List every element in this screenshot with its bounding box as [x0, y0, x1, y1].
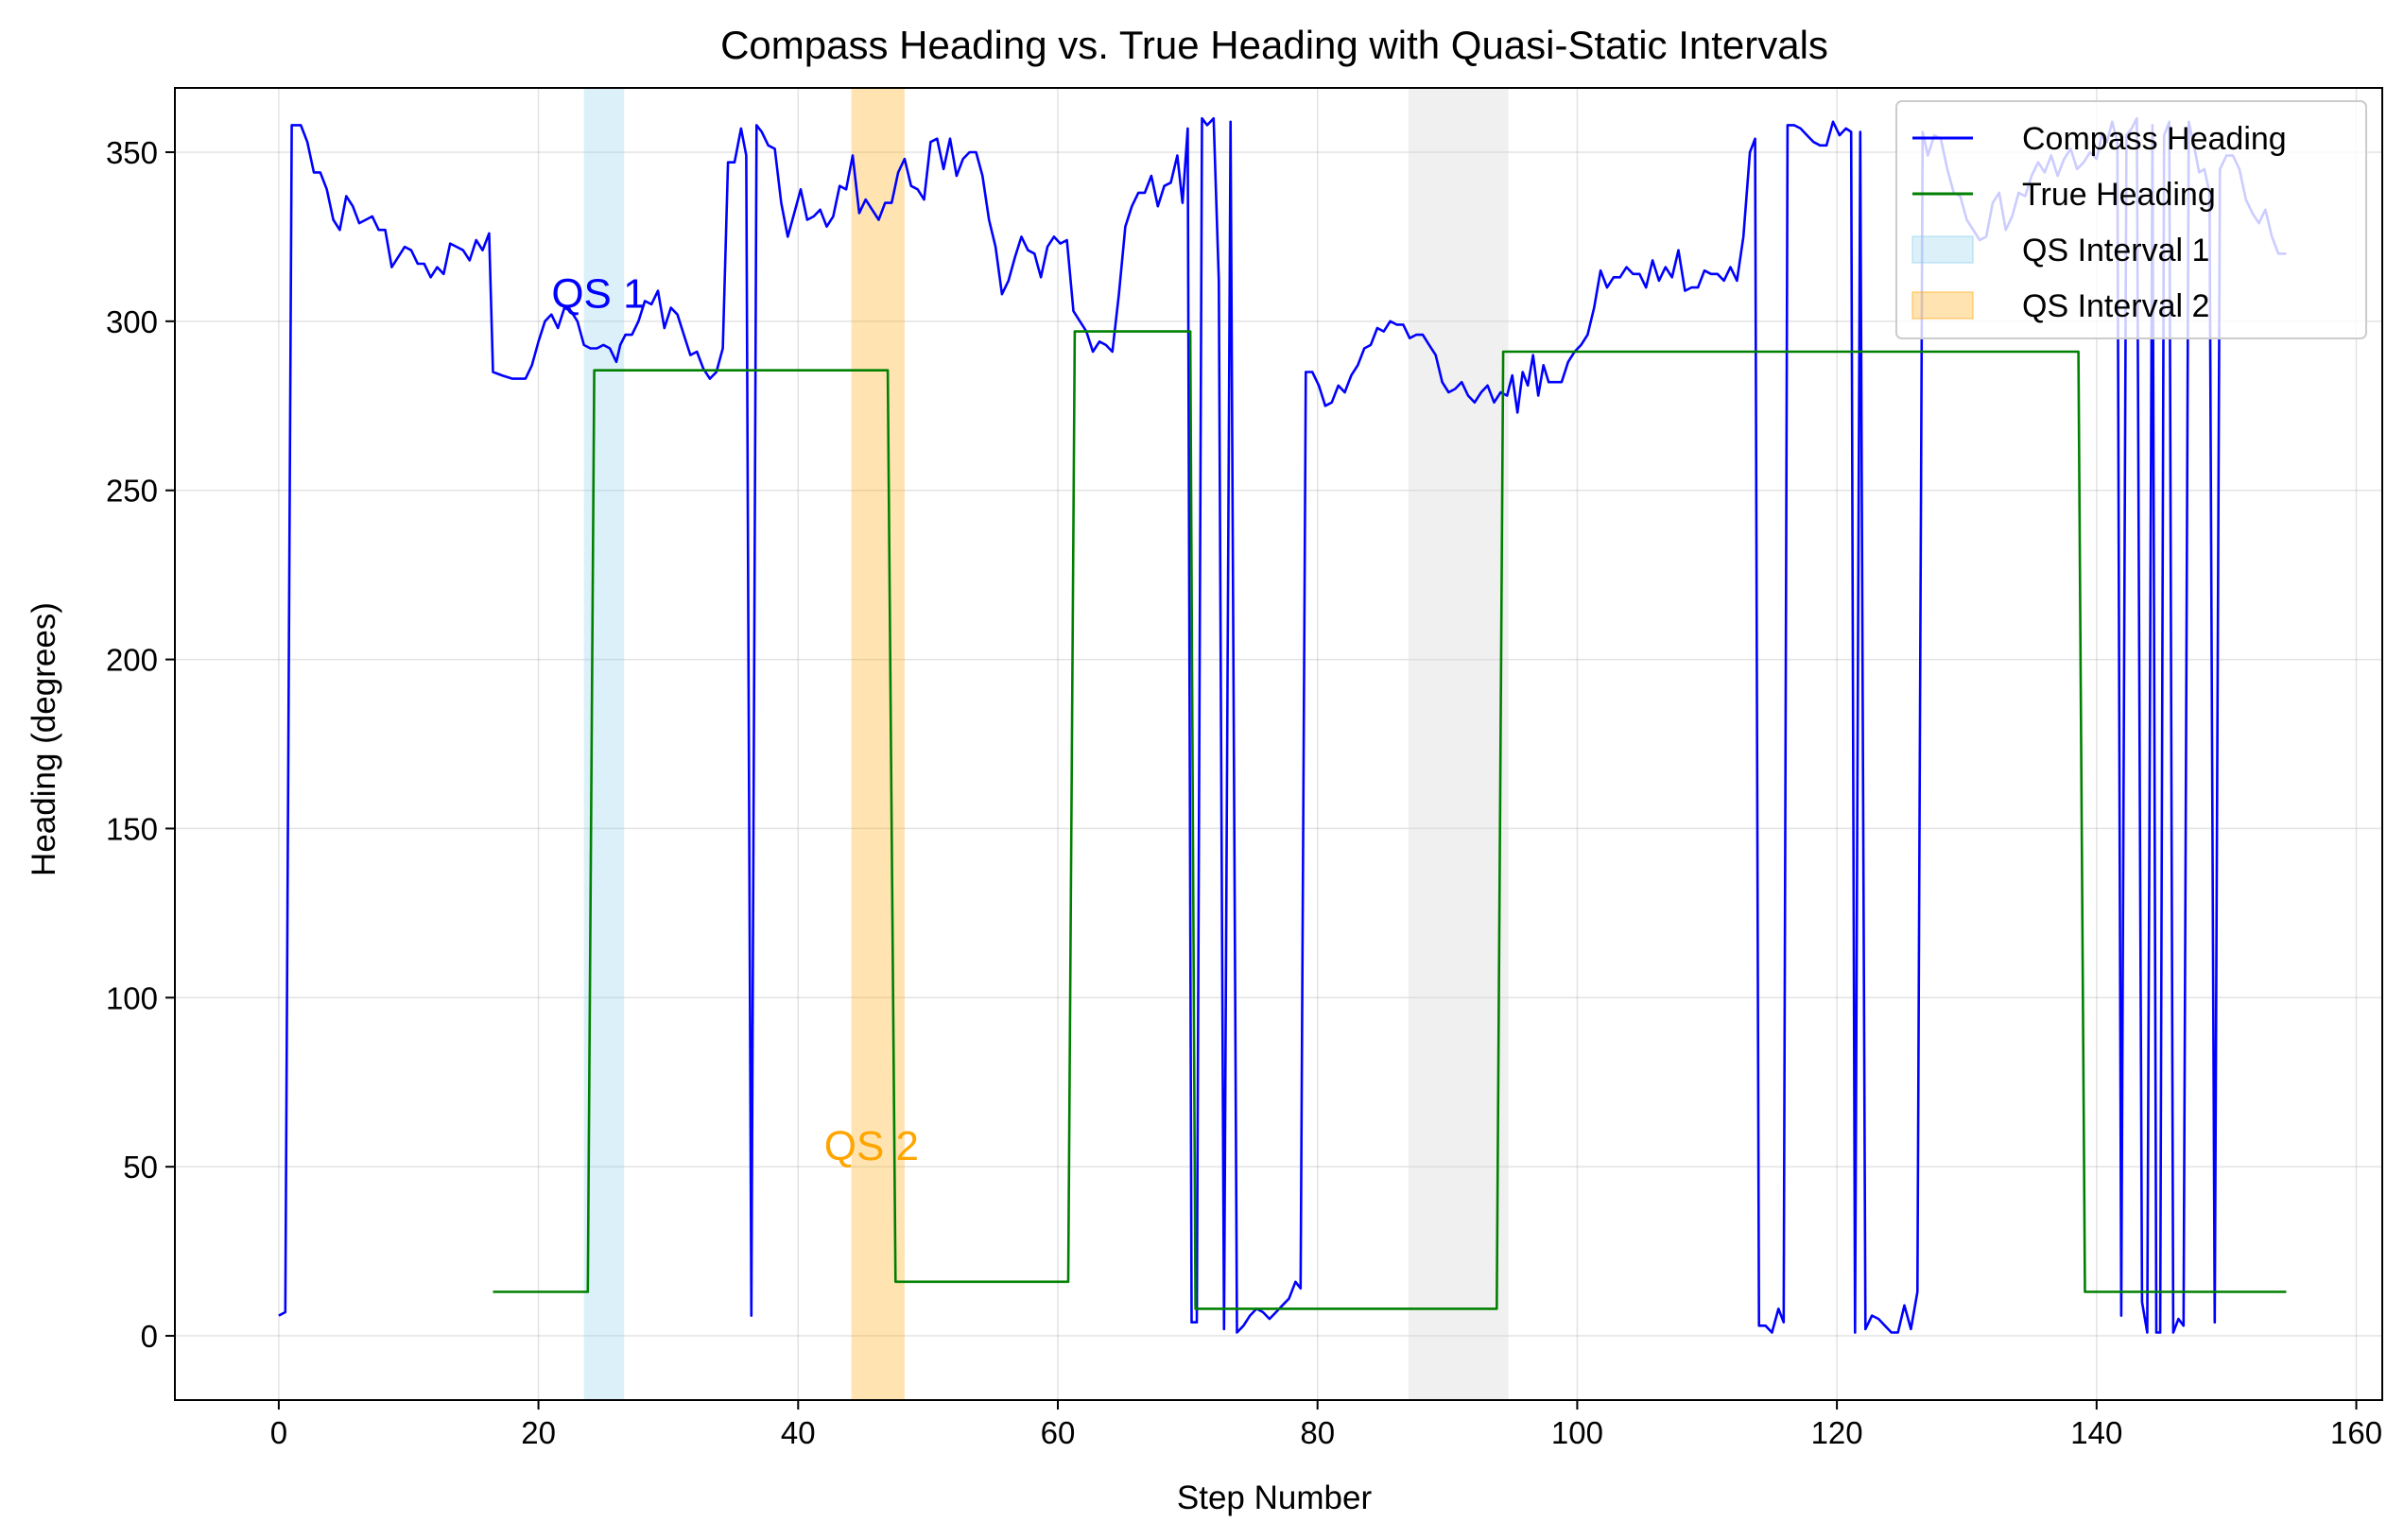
plot-frame [174, 87, 2383, 1401]
legend-label: QS Interval 2 [2022, 288, 2209, 324]
annotations: QS 1 QS 2 [551, 271, 919, 1169]
qs-span-3 [1408, 88, 1509, 1400]
x-tick-label: 40 [781, 1415, 816, 1450]
annotation-label: QS 1 [551, 271, 646, 318]
x-tick-label: 20 [521, 1415, 556, 1450]
y-tick-label: 150 [106, 811, 158, 846]
annotation-label: QS 2 [824, 1123, 919, 1169]
legend-label: QS Interval 1 [2022, 233, 2209, 268]
x-tick-label: 140 [2070, 1415, 2122, 1450]
legend: Compass Heading True Heading QS Interval 1… [1895, 100, 2367, 339]
qs-span-2 [851, 88, 905, 1400]
x-tick-label: 60 [1041, 1415, 1076, 1450]
y-tick-label: 300 [106, 304, 158, 339]
x-tick-label: 80 [1300, 1415, 1335, 1450]
legend-box [1895, 100, 2367, 339]
y-tick-label: 350 [106, 135, 158, 170]
y-axis-title: Heading (degrees) [26, 602, 62, 876]
y-tick-label: 100 [106, 980, 158, 1015]
y-tick-label: 50 [123, 1150, 158, 1185]
chart-title: Compass Heading vs. True Heading with Qu… [720, 23, 1828, 67]
legend-swatch [1911, 235, 1974, 264]
quasi-static-spans [583, 88, 1509, 1400]
legend-label: Compass Heading [2022, 121, 2287, 157]
y-tick-label: 200 [106, 643, 158, 678]
x-tick-label: 0 [270, 1415, 287, 1450]
series-line-true-heading [493, 330, 2287, 1310]
y-tick-label: 0 [141, 1319, 158, 1354]
legend-swatch [1911, 291, 1974, 320]
axis-ticks: 0 20 40 60 80 100 120 140 160 0 50 100 150 200 250 300 3… [106, 135, 2382, 1450]
x-tick-label: 120 [1811, 1415, 1863, 1450]
y-tick-label: 250 [106, 474, 158, 509]
x-axis-title: Step Number [1177, 1479, 1373, 1516]
x-tick-label: 160 [2330, 1415, 2382, 1450]
legend-label: True Heading [2022, 177, 2216, 213]
x-tick-label: 100 [1551, 1415, 1603, 1450]
